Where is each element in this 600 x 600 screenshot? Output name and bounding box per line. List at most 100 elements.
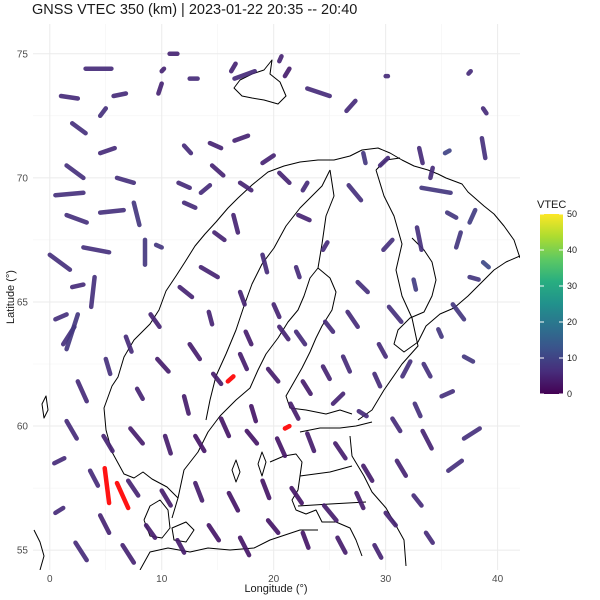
vtec-track: [461, 354, 476, 364]
vtec-track: [81, 245, 112, 255]
vtec-track: [125, 478, 141, 498]
vtec-track: [271, 302, 282, 320]
vtec-track: [111, 91, 129, 99]
vtec-track: [212, 230, 227, 243]
vtec-track: [305, 86, 332, 99]
vtec-track: [345, 309, 360, 330]
vtec-track: [274, 436, 288, 459]
vtec-track: [383, 510, 398, 528]
grid-lines: [33, 24, 520, 570]
vtec-track: [97, 513, 112, 536]
vtec-track: [377, 155, 391, 168]
y-tick-label: 70: [17, 173, 29, 184]
vtec-track: [265, 366, 281, 384]
vtec-track: [412, 401, 423, 419]
vtec-track: [356, 408, 369, 419]
vtec-tracks: [47, 51, 491, 565]
vtec-track: [128, 426, 145, 446]
vtec-track: [361, 150, 368, 166]
x-axis-title: Longitude (°): [244, 583, 307, 595]
vtec-track: [414, 225, 424, 253]
vtec-track: [156, 81, 164, 96]
vtec-track: [467, 207, 478, 225]
vtec-track: [321, 503, 339, 523]
vtec-track: [52, 456, 67, 466]
vtec-track: [461, 426, 482, 441]
vtec-track: [277, 54, 284, 64]
vtec-track: [372, 371, 383, 389]
vtec-track: [193, 433, 207, 454]
vtec-track: [101, 433, 115, 454]
vtec-track: [333, 441, 348, 461]
vtec-track: [97, 106, 109, 119]
vtec-track: [322, 319, 336, 334]
high-vtec-track: [102, 465, 112, 506]
vtec-track: [400, 359, 413, 379]
vtec-track: [218, 416, 232, 439]
vtec-track: [114, 175, 137, 186]
vtec-track: [282, 66, 292, 79]
colorbar-label: 20: [567, 317, 577, 327]
vtec-track: [198, 264, 220, 280]
vtec-track: [237, 180, 254, 193]
vtec-track: [244, 428, 260, 446]
vtec-track: [231, 212, 241, 235]
vtec-track: [181, 200, 198, 210]
vtec-track: [390, 416, 403, 434]
vtec-track: [466, 68, 473, 76]
vtec-track: [330, 391, 346, 406]
vtec-track: [277, 170, 292, 186]
vtec-track: [296, 212, 312, 223]
vtec-track: [226, 490, 241, 513]
vtec-track: [53, 190, 86, 198]
vtec-track: [187, 341, 203, 362]
vtec-track: [293, 264, 302, 280]
vtec-track: [260, 252, 270, 275]
vtec-track: [480, 260, 491, 270]
vtec-track: [155, 356, 171, 374]
vtec-track: [243, 329, 254, 347]
vtec-track: [87, 468, 101, 488]
vtec-track: [381, 237, 395, 253]
vtec-track: [420, 428, 434, 451]
vtec-track: [346, 183, 364, 203]
vtec-track: [300, 530, 311, 550]
colorbar-label: 50: [567, 209, 577, 219]
vtec-track: [450, 302, 467, 322]
vtec-track: [386, 304, 404, 325]
vtec-track: [411, 277, 419, 292]
y-tick-label: 75: [17, 49, 29, 60]
vtec-track: [69, 121, 88, 136]
high-vtec-track: [114, 480, 131, 511]
vtec-track: [103, 356, 113, 377]
vtec-track: [162, 433, 173, 456]
vtec-track: [97, 145, 117, 156]
y-tick-label: 60: [17, 422, 29, 433]
vtec-track: [232, 133, 251, 143]
vtec-track: [176, 180, 192, 191]
vtec-track: [260, 153, 276, 166]
vtec-track: [289, 485, 304, 506]
vtec-track: [47, 252, 73, 272]
vtec-track: [419, 185, 453, 196]
vtec-track: [237, 535, 252, 558]
vtec-track: [206, 523, 222, 543]
y-axis-title: Latitude (°): [5, 270, 17, 324]
vtec-track: [120, 542, 137, 565]
vtec-track: [444, 210, 459, 220]
vtec-track: [305, 431, 317, 454]
vtec-track: [421, 361, 433, 379]
legend-title: VTEC: [537, 199, 566, 211]
vtec-track: [64, 163, 86, 181]
vtec-track: [335, 535, 348, 555]
vtec-track: [320, 364, 332, 382]
vtec-track: [97, 207, 126, 215]
axis-ticks: 0 10 20 30 40 55 60 65 70 75: [17, 49, 504, 585]
vtec-track: [58, 93, 81, 101]
vtec-track: [232, 68, 257, 81]
x-tick-label: 20: [268, 574, 280, 585]
colorbar: [540, 214, 563, 394]
vtec-track: [237, 351, 250, 372]
vtec-track: [394, 458, 409, 478]
